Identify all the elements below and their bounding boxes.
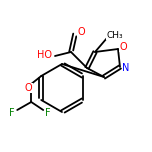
Text: F: F (45, 108, 51, 118)
Text: O: O (119, 42, 127, 52)
Text: HO: HO (38, 50, 52, 60)
Text: F: F (9, 108, 15, 118)
Text: O: O (24, 83, 32, 93)
Text: CH₃: CH₃ (107, 31, 123, 40)
Text: N: N (122, 63, 130, 73)
Text: O: O (77, 27, 85, 37)
